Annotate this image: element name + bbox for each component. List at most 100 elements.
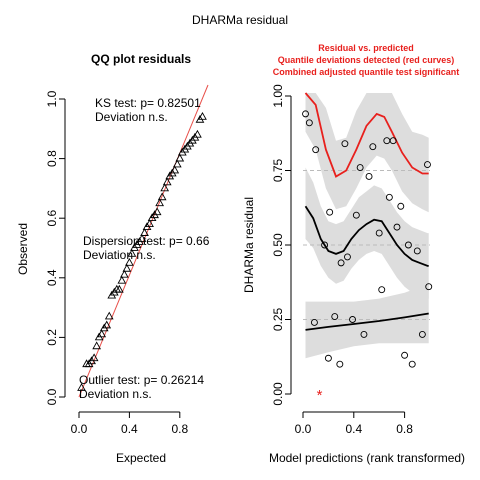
qq-point [152,207,162,216]
qq-title: QQ plot residuals [91,52,191,66]
residual-point [356,164,364,171]
residual-point [344,253,351,261]
qq-y-tick-label: 0.4 [45,269,59,286]
residual-title-line-3: Combined adjusted quantile test signific… [273,67,460,77]
qq-point [198,111,207,120]
residual-point [385,193,393,201]
residual-point [425,283,433,291]
residual-points [302,110,433,368]
residual-confidence-bands [305,93,429,359]
qq-point [145,219,154,228]
qq-point [127,249,137,257]
qq-point [102,320,112,329]
qq-y-tick-label: 0.2 [45,329,59,346]
residual-point [331,313,339,320]
dispersion-deviation-label: Deviation n.s. [83,248,156,262]
residual-quantile-curve [305,312,429,331]
qq-x-tick-label: 0.4 [121,422,138,436]
outlier-deviation-label: Deviation n.s. [79,387,152,401]
qq-point [89,353,99,362]
residual-point [378,286,386,294]
qq-y-ticks: 0.0 0.2 0.4 0.6 0.8 1.0 [45,90,66,405]
residual-panel: Residual vs. predicted Quantile deviatio… [242,43,465,465]
residual-point [408,360,416,368]
residual-point [375,229,383,237]
residual-point [310,319,318,326]
qq-y-tick-label: 0.8 [45,150,59,167]
qq-point [122,263,132,272]
qq-point [175,153,185,162]
residual-point [352,211,360,219]
residual-point [349,316,356,323]
qq-point [119,269,129,278]
residual-point [413,247,421,255]
qq-reference-line [78,84,209,398]
ks-test-label: KS test: p= 0.82501 [95,96,201,110]
residual-point [389,137,397,145]
residual-y-label: DHARMa residual [242,197,256,293]
qq-y-tick-label: 1.0 [45,90,59,107]
residual-point [393,223,401,231]
qq-point [193,129,202,138]
residual-point [365,173,373,180]
residual-point [336,360,344,368]
residual-quantile-curve [304,205,429,267]
residual-outliers: * [317,387,323,404]
residual-point [369,143,377,151]
qq-point [92,341,102,350]
qq-x-label: Expected [116,451,166,465]
residual-point [302,110,309,118]
residual-quantile-curves [304,92,429,331]
residual-x-tick-label: 0.4 [345,422,362,436]
residual-point [424,161,431,168]
residual-title-line-2: Quantile deviations detected (red curves… [278,55,455,65]
residual-point [312,146,320,154]
residual-x-ticks: 0.0 0.4 0.8 [295,411,413,436]
dispersion-test-label: Dispersion test: p= 0.66 [83,234,210,248]
residual-outlier-marker: * [317,387,323,404]
residual-point [418,330,426,338]
residual-point [404,241,412,249]
residual-x-label: Model predictions (rank transformed) [269,451,465,465]
qq-x-tick-label: 0.8 [171,422,188,436]
qq-x-tick-label: 0.0 [71,422,88,436]
qq-point [117,275,127,284]
residual-point [337,259,345,267]
qq-point [97,329,107,338]
qq-point [157,192,167,201]
residual-point [397,202,405,210]
qq-point [77,383,86,391]
qq-point [160,183,170,192]
residual-y-ticks: 0.00 0.25 0.50 0.75 1.00 [271,84,292,406]
residual-point [341,140,349,148]
residual-point [326,208,334,216]
qq-y-label: Observed [16,223,30,275]
residual-point [360,330,368,338]
figure-title: DHARMa residual [192,13,288,27]
residual-title-line-1: Residual vs. predicted [318,43,414,53]
qq-point [140,228,149,236]
qq-point [162,177,172,186]
qq-point [172,159,182,168]
qq-point [114,284,124,293]
qq-points [77,111,207,391]
qq-point [155,198,165,207]
qq-point [170,165,180,174]
residual-point [321,241,329,249]
residual-x-tick-label: 0.0 [295,422,312,436]
qq-y-tick-label: 0.6 [45,210,59,227]
residual-confidence-band [305,283,429,359]
residual-y-tick-label: 0.50 [271,233,285,257]
residual-point [305,119,313,127]
outlier-test-label: Outlier test: p= 0.26214 [79,373,204,387]
qq-y-tick-label: 0.0 [45,388,59,405]
ks-deviation-label: Deviation n.s. [95,110,168,124]
residual-quantile-curve [304,92,429,178]
residual-point [401,351,409,359]
residual-x-tick-label: 0.8 [396,422,413,436]
residual-y-tick-label: 0.75 [271,158,285,182]
qq-point [125,257,134,266]
qq-point [104,311,114,320]
residual-confidence-band [305,93,429,213]
